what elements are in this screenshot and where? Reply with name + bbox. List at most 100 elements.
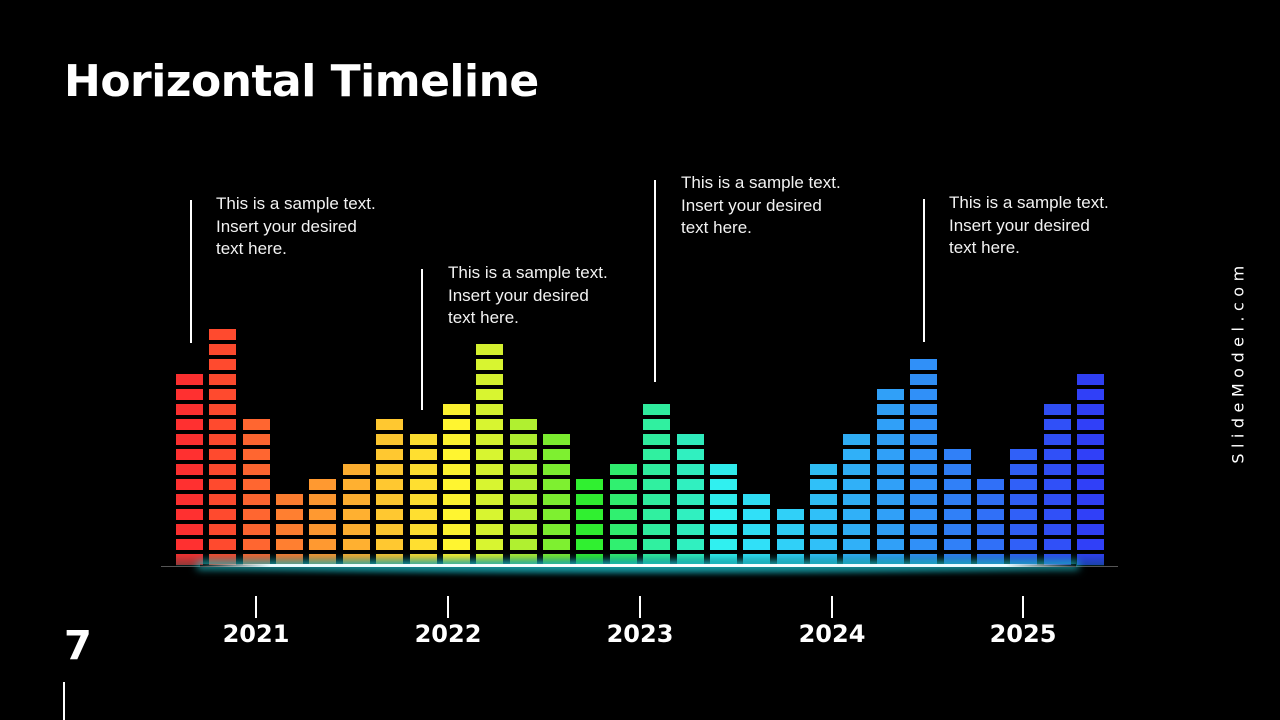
bar-segment <box>309 479 336 490</box>
bar-segment <box>410 479 437 490</box>
bar-segment <box>877 434 904 445</box>
bar-segment <box>209 509 236 520</box>
bar-segment <box>176 419 203 430</box>
bar-segment <box>1077 464 1104 475</box>
bar-segment <box>643 449 670 460</box>
bar-segment <box>643 524 670 535</box>
bar-segment <box>176 494 203 505</box>
bar-segment <box>643 464 670 475</box>
callout-text-line: text here. <box>448 308 519 327</box>
bar-segment <box>209 389 236 400</box>
bar-segment <box>476 509 503 520</box>
timeline-glow <box>200 560 1076 576</box>
bar-segment <box>910 494 937 505</box>
bar-segment <box>610 509 637 520</box>
bar-segment <box>1044 434 1071 445</box>
bar-segment <box>209 479 236 490</box>
bar-segment <box>276 539 303 550</box>
bar-segment <box>410 554 437 565</box>
page-number: 7 <box>64 623 92 669</box>
bar-segment <box>476 404 503 415</box>
bar-segment <box>843 434 870 445</box>
bar-segment <box>276 524 303 535</box>
bar-segment <box>944 449 971 460</box>
bar-segment <box>443 434 470 445</box>
bar-segment <box>1077 539 1104 550</box>
bar-segment <box>576 554 603 565</box>
bar-segment <box>810 554 837 565</box>
bar-segment <box>276 494 303 505</box>
bar-segment <box>209 329 236 340</box>
bar-segment <box>576 539 603 550</box>
bar-segment <box>309 524 336 535</box>
bar-segment <box>610 479 637 490</box>
bar-segment <box>209 449 236 460</box>
callout-text-line: Insert your desired <box>448 285 589 305</box>
callout-connector-line <box>190 200 192 343</box>
bar-segment <box>610 554 637 565</box>
bar-segment <box>710 554 737 565</box>
bar-segment <box>476 494 503 505</box>
callout-text-line: Insert your desired <box>216 216 357 236</box>
bar-segment <box>777 539 804 550</box>
bar-segment <box>1077 434 1104 445</box>
bar-segment <box>376 479 403 490</box>
bar-segment <box>1044 494 1071 505</box>
bar-segment <box>810 479 837 490</box>
bar-segment <box>710 464 737 475</box>
bar-segment <box>376 494 403 505</box>
bar-segment <box>576 524 603 535</box>
bar-segment <box>643 554 670 565</box>
bar-segment <box>243 464 270 475</box>
bar-segment <box>977 539 1004 550</box>
year-label: 2022 <box>414 620 482 648</box>
bar-segment <box>410 464 437 475</box>
bar-segment <box>510 539 537 550</box>
bar-segment <box>443 479 470 490</box>
bar-segment <box>343 464 370 475</box>
bar-segment <box>877 464 904 475</box>
bar-segment <box>543 524 570 535</box>
bar-segment <box>209 554 236 565</box>
bar-segment <box>443 524 470 535</box>
bar-segment <box>410 539 437 550</box>
bar-segment <box>343 554 370 565</box>
bar-segment <box>1044 404 1071 415</box>
bar-segment <box>677 554 704 565</box>
bar-segment <box>643 419 670 430</box>
bar-segment <box>376 419 403 430</box>
callout-text-line: This is a sample text. <box>949 193 1109 212</box>
bar-segment <box>1077 419 1104 430</box>
bar-segment <box>243 479 270 490</box>
bar-segment <box>476 479 503 490</box>
bar-segment <box>677 479 704 490</box>
bar-segment <box>810 509 837 520</box>
bar-segment <box>910 389 937 400</box>
bar-segment <box>443 404 470 415</box>
bar-segment <box>1044 524 1071 535</box>
bar-segment <box>309 554 336 565</box>
bar-segment <box>1010 464 1037 475</box>
year-label: 2021 <box>222 620 290 648</box>
bar-segment <box>343 509 370 520</box>
bar-segment <box>410 434 437 445</box>
bar-segment <box>510 434 537 445</box>
bar-segment <box>1077 389 1104 400</box>
bar-segment <box>176 389 203 400</box>
bar-segment <box>410 494 437 505</box>
bar-segment <box>910 374 937 385</box>
bar-segment <box>810 464 837 475</box>
bar-segment <box>944 554 971 565</box>
bar-segment <box>977 524 1004 535</box>
bar-segment <box>810 494 837 505</box>
bar-segment <box>176 449 203 460</box>
bar-segment <box>543 434 570 445</box>
bar-segment <box>543 449 570 460</box>
bar-segment <box>843 524 870 535</box>
bar-segment <box>1010 479 1037 490</box>
callout-connector-line <box>923 199 925 342</box>
bar-segment <box>510 524 537 535</box>
bar-segment <box>643 494 670 505</box>
bar-segment <box>743 539 770 550</box>
bar-segment <box>1077 524 1104 535</box>
